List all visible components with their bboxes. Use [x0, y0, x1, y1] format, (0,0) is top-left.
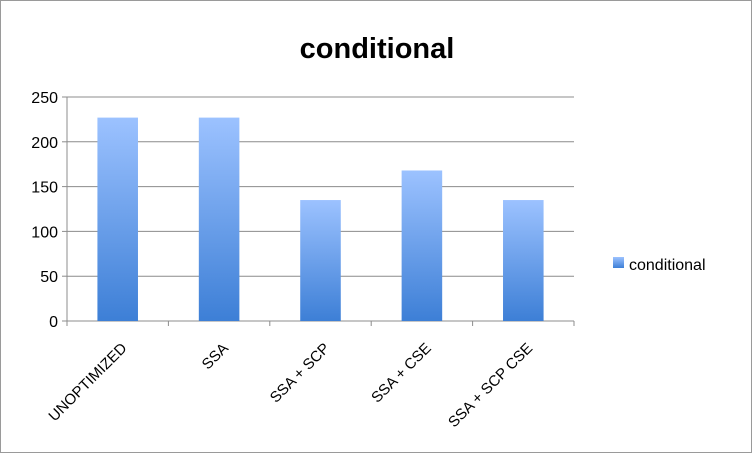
- legend-swatch: [613, 257, 624, 268]
- y-tick-label: 100: [31, 224, 58, 241]
- bar: [97, 117, 138, 321]
- bar: [503, 200, 544, 321]
- bar: [198, 117, 240, 321]
- bars: [97, 117, 544, 321]
- y-tick-label: 50: [40, 269, 58, 286]
- y-tick-label: 250: [31, 90, 58, 107]
- axes: [62, 96, 575, 326]
- x-category-label: SSA + CSE: [368, 340, 435, 407]
- x-category-label: SSA + SCP CSE: [445, 340, 536, 431]
- legend: conditional: [613, 257, 706, 274]
- bar: [401, 170, 443, 321]
- bar: [300, 200, 341, 321]
- y-tick-label: 0: [49, 314, 58, 331]
- y-tick-label: 150: [31, 180, 58, 197]
- x-category-label: SSA + SCP: [267, 340, 334, 407]
- y-tick-label: 200: [31, 135, 58, 152]
- chart-title: conditional: [300, 33, 455, 65]
- x-category-label: SSA: [199, 340, 232, 373]
- x-category-label: UNOPTIMIZED: [45, 340, 130, 425]
- legend-label: conditional: [629, 257, 706, 274]
